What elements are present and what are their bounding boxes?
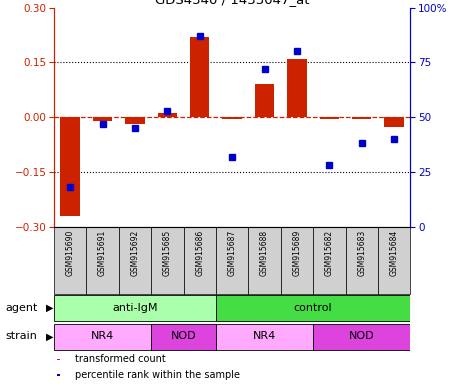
Text: NOD: NOD	[349, 331, 375, 341]
Text: strain: strain	[6, 331, 38, 341]
Bar	[93, 117, 112, 121]
Text: GSM915683: GSM915683	[357, 230, 366, 276]
Bar	[378, 227, 410, 294]
Text: GSM915682: GSM915682	[325, 230, 334, 276]
Bar	[255, 84, 274, 117]
Bar	[385, 117, 404, 127]
Bar	[125, 117, 144, 124]
Bar	[346, 227, 378, 294]
Text: anti-IgM: anti-IgM	[112, 303, 158, 313]
Bar	[86, 227, 119, 294]
Text: percentile rank within the sample: percentile rank within the sample	[76, 370, 240, 380]
Text: GSM915685: GSM915685	[163, 230, 172, 276]
Bar	[222, 117, 242, 119]
Text: control: control	[294, 303, 333, 313]
Bar	[216, 227, 249, 294]
Text: GSM915686: GSM915686	[195, 230, 204, 276]
Text: NR4: NR4	[253, 331, 276, 341]
Bar	[54, 295, 216, 321]
Bar	[151, 227, 183, 294]
Bar	[313, 227, 346, 294]
Bar	[216, 295, 410, 321]
Bar	[151, 324, 216, 350]
Bar	[119, 227, 151, 294]
Bar	[281, 227, 313, 294]
Bar	[54, 227, 86, 294]
Text: GSM915690: GSM915690	[66, 230, 75, 276]
Text: NOD: NOD	[171, 331, 197, 341]
Bar	[216, 324, 313, 350]
Text: GSM915689: GSM915689	[293, 230, 302, 276]
Bar	[320, 117, 339, 119]
Text: NR4: NR4	[91, 331, 114, 341]
Bar	[249, 227, 281, 294]
Bar	[158, 113, 177, 117]
Bar	[54, 324, 151, 350]
Text: transformed count: transformed count	[76, 354, 166, 364]
Bar	[58, 374, 60, 376]
Text: GSM915684: GSM915684	[390, 230, 399, 276]
Text: ▶: ▶	[46, 303, 53, 313]
Bar	[190, 37, 210, 117]
Bar	[287, 59, 307, 117]
Text: GSM915687: GSM915687	[227, 230, 237, 276]
Text: GSM915692: GSM915692	[130, 230, 139, 276]
Bar	[183, 227, 216, 294]
Title: GDS4340 / 1433047_at: GDS4340 / 1433047_at	[155, 0, 310, 7]
Bar	[313, 324, 410, 350]
Text: GSM915688: GSM915688	[260, 230, 269, 276]
Text: agent: agent	[5, 303, 38, 313]
Text: GSM915691: GSM915691	[98, 230, 107, 276]
Bar	[61, 117, 80, 216]
Text: ▶: ▶	[46, 331, 53, 341]
Bar	[352, 117, 371, 119]
Bar	[58, 359, 60, 360]
